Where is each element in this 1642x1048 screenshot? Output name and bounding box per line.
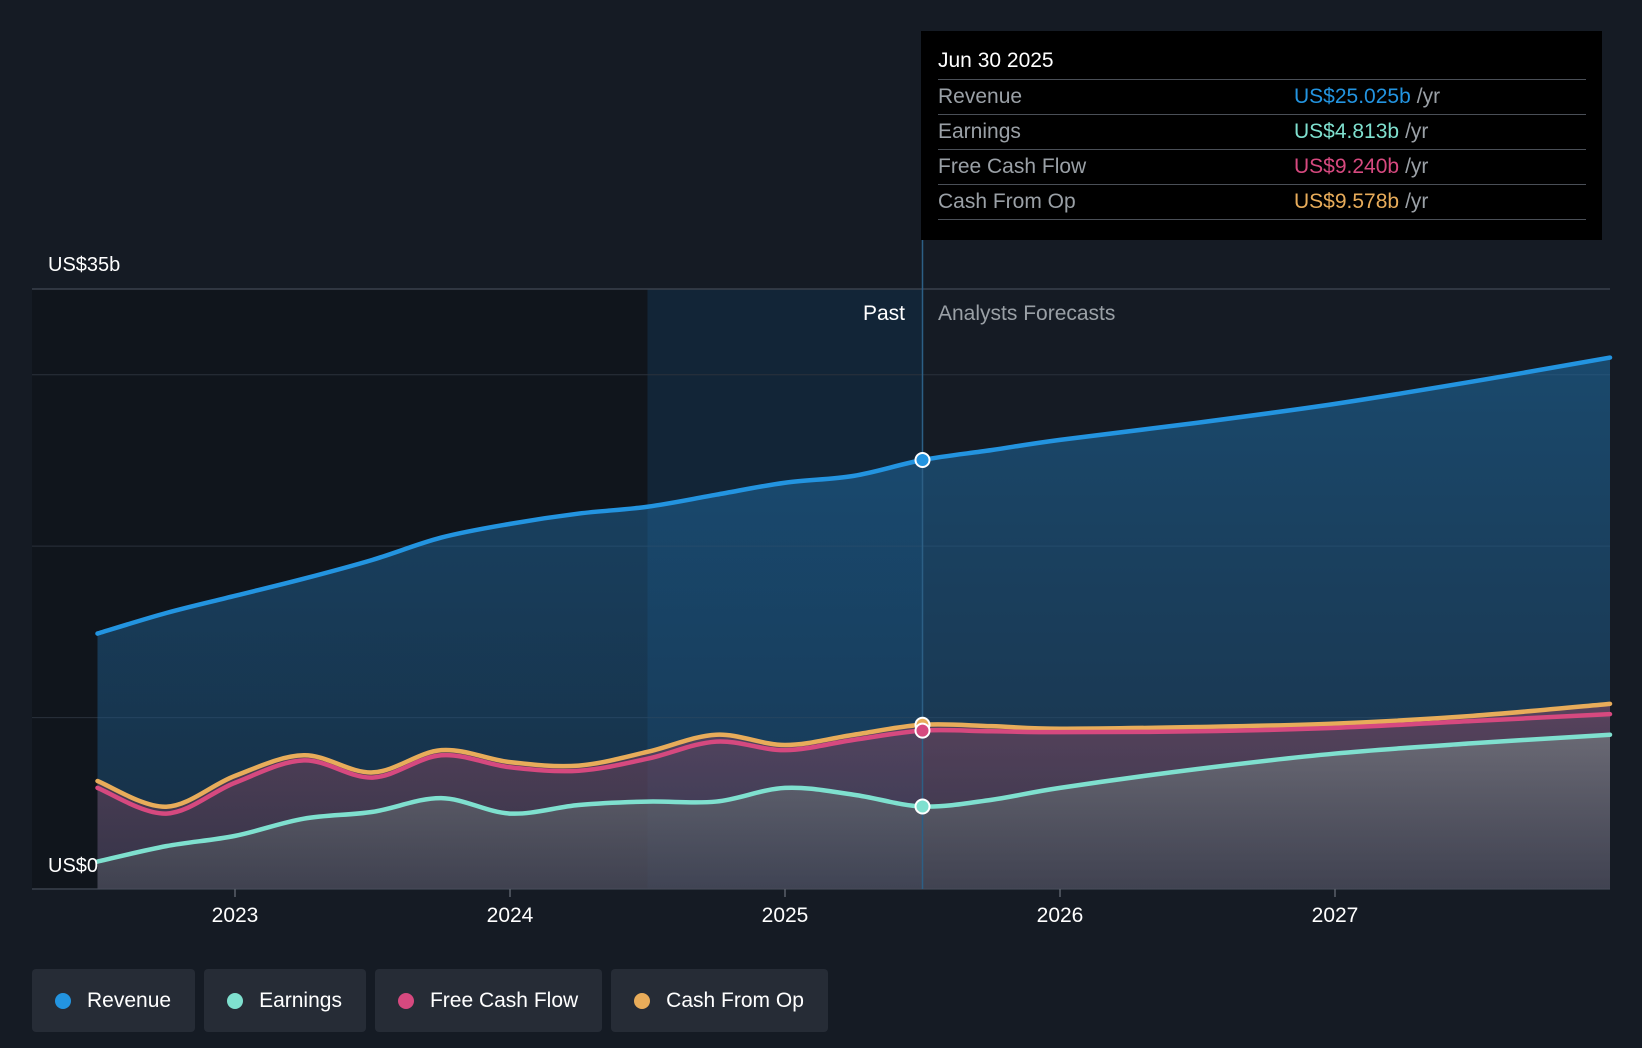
free-cash-flow-marker [914, 722, 931, 739]
tooltip-value: US$4.813b [1294, 120, 1400, 143]
tooltip-row-cash-from-op: Cash From Op US$9.578b /yr [938, 184, 1586, 220]
legend-item-earnings[interactable]: Earnings [204, 969, 366, 1032]
earnings-marker [914, 798, 931, 815]
legend-label: Revenue [87, 988, 172, 1012]
series-lines [95, 355, 1613, 864]
tooltip-unit: /yr [1405, 155, 1429, 178]
y-axis-top-label: US$35b [48, 254, 120, 276]
x-tick-label: 2024 [487, 904, 534, 927]
tooltip-label: Revenue [938, 85, 1023, 108]
tooltip-label: Free Cash Flow [938, 155, 1087, 178]
tooltip-row-revenue: Revenue US$25.025b /yr [938, 79, 1586, 114]
earnings-area [97, 734, 1610, 889]
hover-tooltip: Jun 30 2025 Revenue US$25.025b /yr Earni… [921, 31, 1602, 240]
legend-dot-icon [227, 992, 244, 1009]
x-tick-label: 2026 [1037, 904, 1084, 927]
x-tick-label: 2023 [212, 904, 259, 927]
tooltip-value: US$25.025b [1294, 85, 1411, 108]
tooltip-label: Earnings [938, 120, 1021, 143]
tooltip-unit: /yr [1405, 120, 1429, 143]
tooltip-unit: /yr [1405, 190, 1429, 213]
legend-label: Cash From Op [666, 988, 804, 1012]
x-tick-label: 2027 [1312, 904, 1359, 927]
legend-label: Earnings [259, 988, 342, 1012]
cash-from-op-line [95, 701, 1613, 809]
tooltip-value: US$9.578b [1294, 190, 1400, 213]
earnings-line [95, 732, 1613, 864]
tooltip-row-earnings: Earnings US$4.813b /yr [938, 114, 1586, 149]
revenue-line [95, 355, 1613, 636]
hover-markers [914, 452, 931, 815]
tooltip-row-free-cash-flow: Free Cash Flow US$9.240b /yr [938, 149, 1586, 184]
legend-item-cash-from-op[interactable]: Cash From Op [611, 969, 828, 1032]
tooltip-value: US$9.240b [1294, 155, 1400, 178]
y-axis-bottom-label: US$0 [48, 855, 98, 877]
tooltip-unit: /yr [1416, 85, 1441, 108]
free-cash-flow-line [95, 711, 1613, 816]
x-axis-ticks: 2023 2024 2025 2026 2027 [212, 889, 1359, 927]
legend-dot-icon [397, 992, 414, 1009]
tooltip-date: Jun 30 2025 [938, 49, 1054, 72]
revenue-marker [914, 452, 931, 468]
legend: Revenue Earnings Free Cash Flow Cash Fro… [32, 969, 828, 1032]
x-tick-label: 2025 [762, 904, 809, 927]
legend-label: Free Cash Flow [429, 988, 579, 1012]
forecast-label: Analysts Forecasts [938, 302, 1115, 325]
legend-item-revenue[interactable]: Revenue [32, 969, 196, 1032]
legend-item-free-cash-flow[interactable]: Free Cash Flow [374, 969, 603, 1032]
past-label: Past [863, 302, 905, 325]
legend-dot-icon [634, 992, 651, 1009]
financials-chart: US$35b US$0 Past Analysts Forecasts 2023… [32, 240, 1613, 927]
tooltip-label: Cash From Op [938, 190, 1076, 213]
legend-dot-icon [55, 992, 71, 1009]
